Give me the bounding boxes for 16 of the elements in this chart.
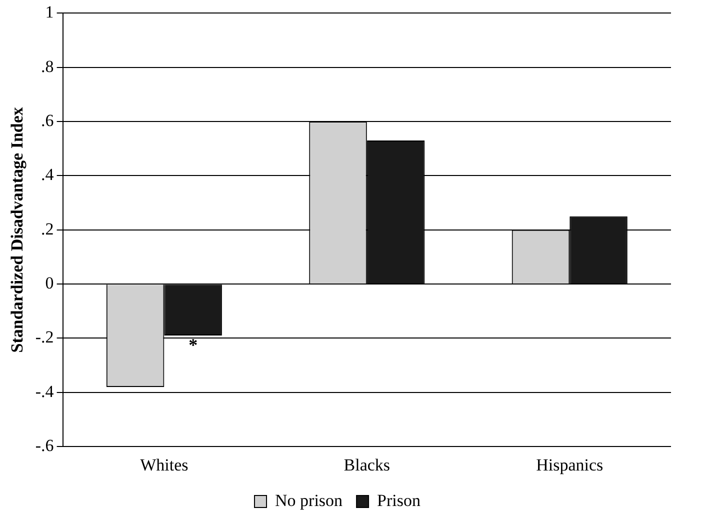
x-tick-label: Blacks	[344, 455, 390, 474]
y-tick-label: -.2	[35, 328, 54, 347]
legend-label: Prison	[377, 490, 421, 510]
y-tick-label: -.4	[35, 382, 54, 401]
y-tick-label: .8	[41, 56, 54, 76]
y-axis-title: Standardized Disadvantage Index	[8, 106, 27, 353]
y-tick-label: 1	[45, 2, 54, 22]
y-tick-label: 0	[45, 274, 54, 293]
annotation: *	[188, 335, 198, 356]
x-tick-label: Whites	[140, 455, 188, 474]
legend-label: No prison	[275, 490, 344, 510]
y-tick-label: -.6	[35, 436, 54, 456]
y-tick-label: .2	[41, 219, 54, 238]
x-tick-label: Hispanics	[536, 455, 604, 474]
y-tick-label: .4	[41, 165, 54, 184]
y-tick-label: .6	[41, 111, 54, 130]
